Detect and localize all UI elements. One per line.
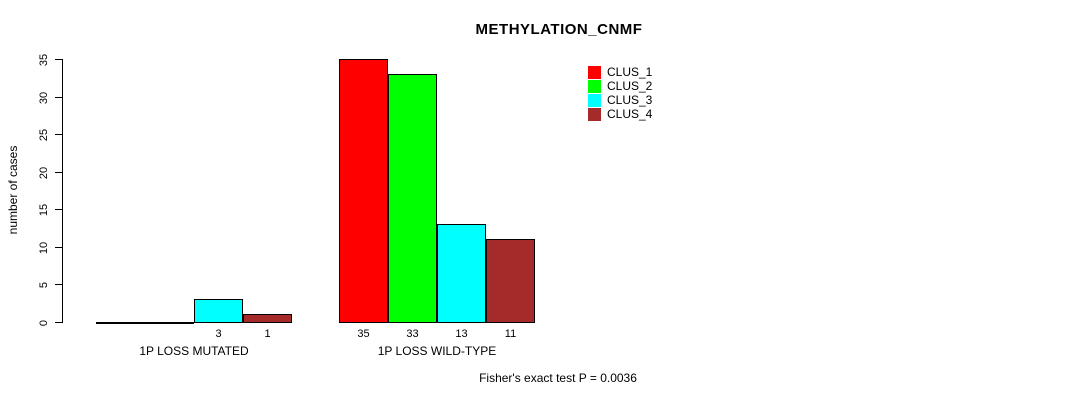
y-tick-mark [55,97,62,98]
legend-item-clus_4: CLUS_4 [588,107,652,121]
x-category-label: 1P LOSS WILD-TYPE [377,344,497,358]
y-axis-line [62,59,63,323]
annotation-fisher-test: Fisher's exact test P = 0.0036 [479,371,637,385]
legend-item-clus_3: CLUS_3 [588,93,652,107]
legend-label: CLUS_4 [607,106,653,121]
legend-label: CLUS_3 [607,92,653,107]
legend-label: CLUS_1 [607,64,653,79]
legend-swatch-clus_4 [588,107,601,121]
bar-value-label: 33 [406,328,419,340]
y-tick-mark [55,247,62,248]
bar-value-label: 3 [215,328,222,340]
legend-swatch-clus_3 [588,93,601,107]
bar-clus_1-group1 [96,322,145,324]
y-tick-mark [55,209,62,210]
y-tick-mark [55,284,62,285]
y-tick-label: 10 [38,241,50,254]
bar-value-label: 1 [264,328,271,340]
legend-label: CLUS_2 [607,78,653,93]
bar-clus_2-group1 [145,322,194,324]
legend-item-clus_2: CLUS_2 [588,79,652,93]
bar-value-label: 11 [504,328,517,340]
bar-value-label: 35 [357,328,370,340]
y-tick-label: 5 [38,281,50,288]
bar-clus_4-group2 [486,239,535,323]
y-axis-title: number of cases [6,145,20,235]
x-category-label: 1P LOSS MUTATED [139,344,249,358]
bar-clus_2-group2 [388,74,437,323]
bar-clus_3-group1 [194,299,243,323]
legend-swatch-clus_1 [588,65,601,79]
y-tick-mark [55,59,62,60]
y-tick-label: 20 [38,166,50,179]
bar-clus_4-group1 [243,314,292,323]
legend-item-clus_1: CLUS_1 [588,65,652,79]
y-tick-label: 0 [38,319,50,326]
bar-clus_3-group2 [437,224,486,323]
y-tick-label: 15 [38,203,50,216]
y-tick-mark [55,172,62,173]
y-tick-label: 30 [38,91,50,104]
y-tick-mark [55,322,62,323]
legend: CLUS_1 CLUS_2 CLUS_3 CLUS_4 [588,65,652,121]
y-tick-mark [55,134,62,135]
y-tick-label: 25 [38,128,50,141]
legend-swatch-clus_2 [588,79,601,93]
bar-value-label: 13 [455,328,468,340]
y-tick-label: 35 [38,53,50,66]
bar-clus_1-group2 [339,59,388,323]
chart-title: METHYLATION_CNMF [475,21,643,38]
